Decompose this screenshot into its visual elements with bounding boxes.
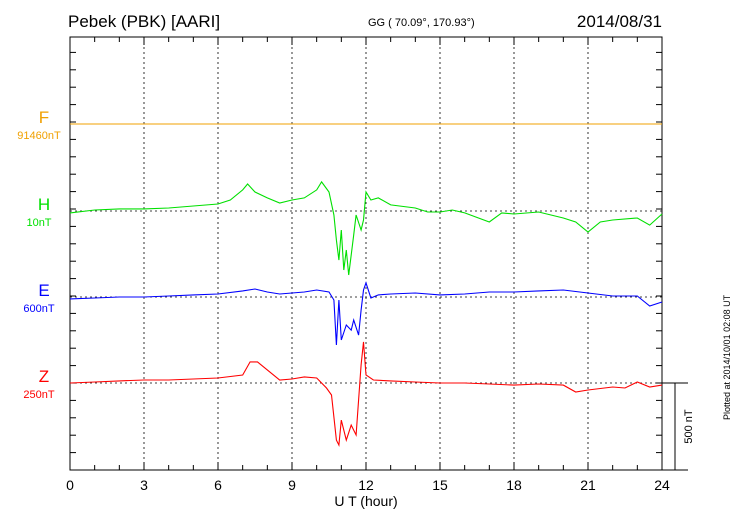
series-line-e [69, 281, 663, 346]
baseline-value-h: 10nT [26, 217, 52, 229]
series-line-z [69, 341, 663, 448]
baseline-value-f: 91460nT [17, 130, 61, 142]
x-tick-label: 3 [140, 477, 148, 493]
x-tick-label: 9 [288, 477, 296, 493]
x-tick-label: 0 [66, 477, 74, 493]
x-tick-label: 6 [214, 477, 222, 493]
baseline-value-e: 600nT [23, 303, 55, 315]
x-tick-label: 18 [506, 477, 522, 493]
x-tick-label: 15 [432, 477, 448, 493]
component-label-z: Z [38, 367, 50, 386]
x-tick-label: 24 [654, 477, 670, 493]
plot-date: 2014/08/31 [576, 12, 662, 31]
series-line-h [69, 180, 663, 276]
component-label-h: H [37, 195, 51, 214]
geographic-coordinates: GG ( 70.09°, 170.93°) [368, 17, 475, 29]
x-tick-label: 12 [358, 477, 374, 493]
scale-bar-label: 500 nT [683, 409, 695, 444]
station-title: Pebek (PBK) [AARI] [68, 12, 221, 31]
x-axis-label: U T (hour) [334, 493, 397, 509]
x-tick-label: 21 [580, 477, 596, 493]
baseline-value-z: 250nT [23, 389, 55, 401]
component-label-f: F [38, 108, 50, 127]
component-label-e: E [38, 281, 50, 300]
